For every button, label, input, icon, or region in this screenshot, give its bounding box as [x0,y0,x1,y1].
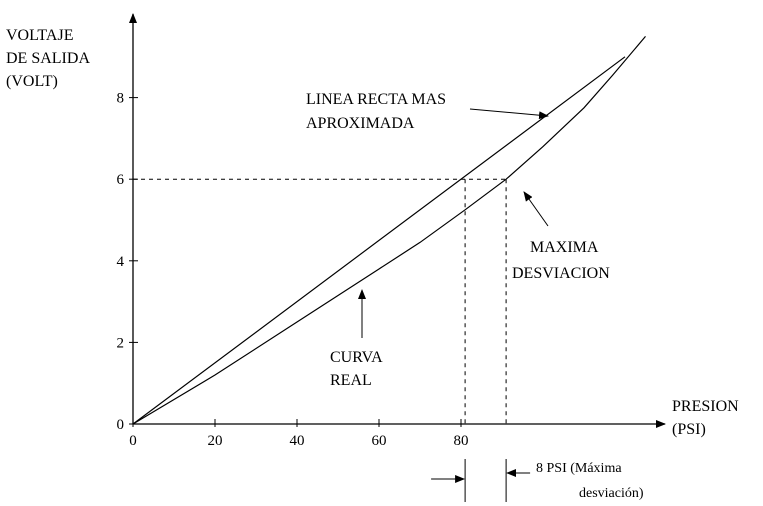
y-tick-label: 8 [117,91,125,107]
x-tick-label: 40 [290,433,305,449]
series-real-curve [132,36,646,425]
x-tick-label: 60 [372,433,387,449]
y-tick-label: 6 [117,172,125,188]
max-deviation-arrow [523,191,549,227]
x-tick-label: 0 [129,433,137,449]
y-axis-label-line-3: (VOLT) [6,73,58,90]
y-tick-label: 2 [117,335,125,351]
deviation-note-line-2: desviación) [579,486,644,501]
x-tick-label: 80 [454,433,469,449]
x-tick-label: 20 [208,433,223,449]
straight-line-label-arrow [469,108,549,120]
x-axis-label-line-2: (PSI) [672,421,706,438]
real-curve-label-line-1: CURVA [330,349,383,366]
straight-line-label-line-2: APROXIMADA [306,115,415,132]
x-ticks: 0 20 40 60 80 [129,419,469,449]
straight-line-label-line-1: LINEA RECTA MAS [306,91,446,108]
y-tick-label: 4 [117,254,125,270]
max-deviation-label-line-1: MAXIMA [530,239,599,256]
y-axis-label-line-1: VOLTAJE [6,27,73,44]
real-curve-label-line-2: REAL [330,372,372,389]
y-tick-label: 0 [117,417,125,433]
deviation-note-line-1: 8 PSI (Máxima [536,461,622,476]
max-deviation-label-line-2: DESVIACION [512,265,610,282]
x-axis-label-line-1: PRESION [672,398,739,415]
y-axis-label-line-2: DE SALIDA [6,50,90,67]
y-ticks: 0 2 4 6 8 [117,91,138,433]
